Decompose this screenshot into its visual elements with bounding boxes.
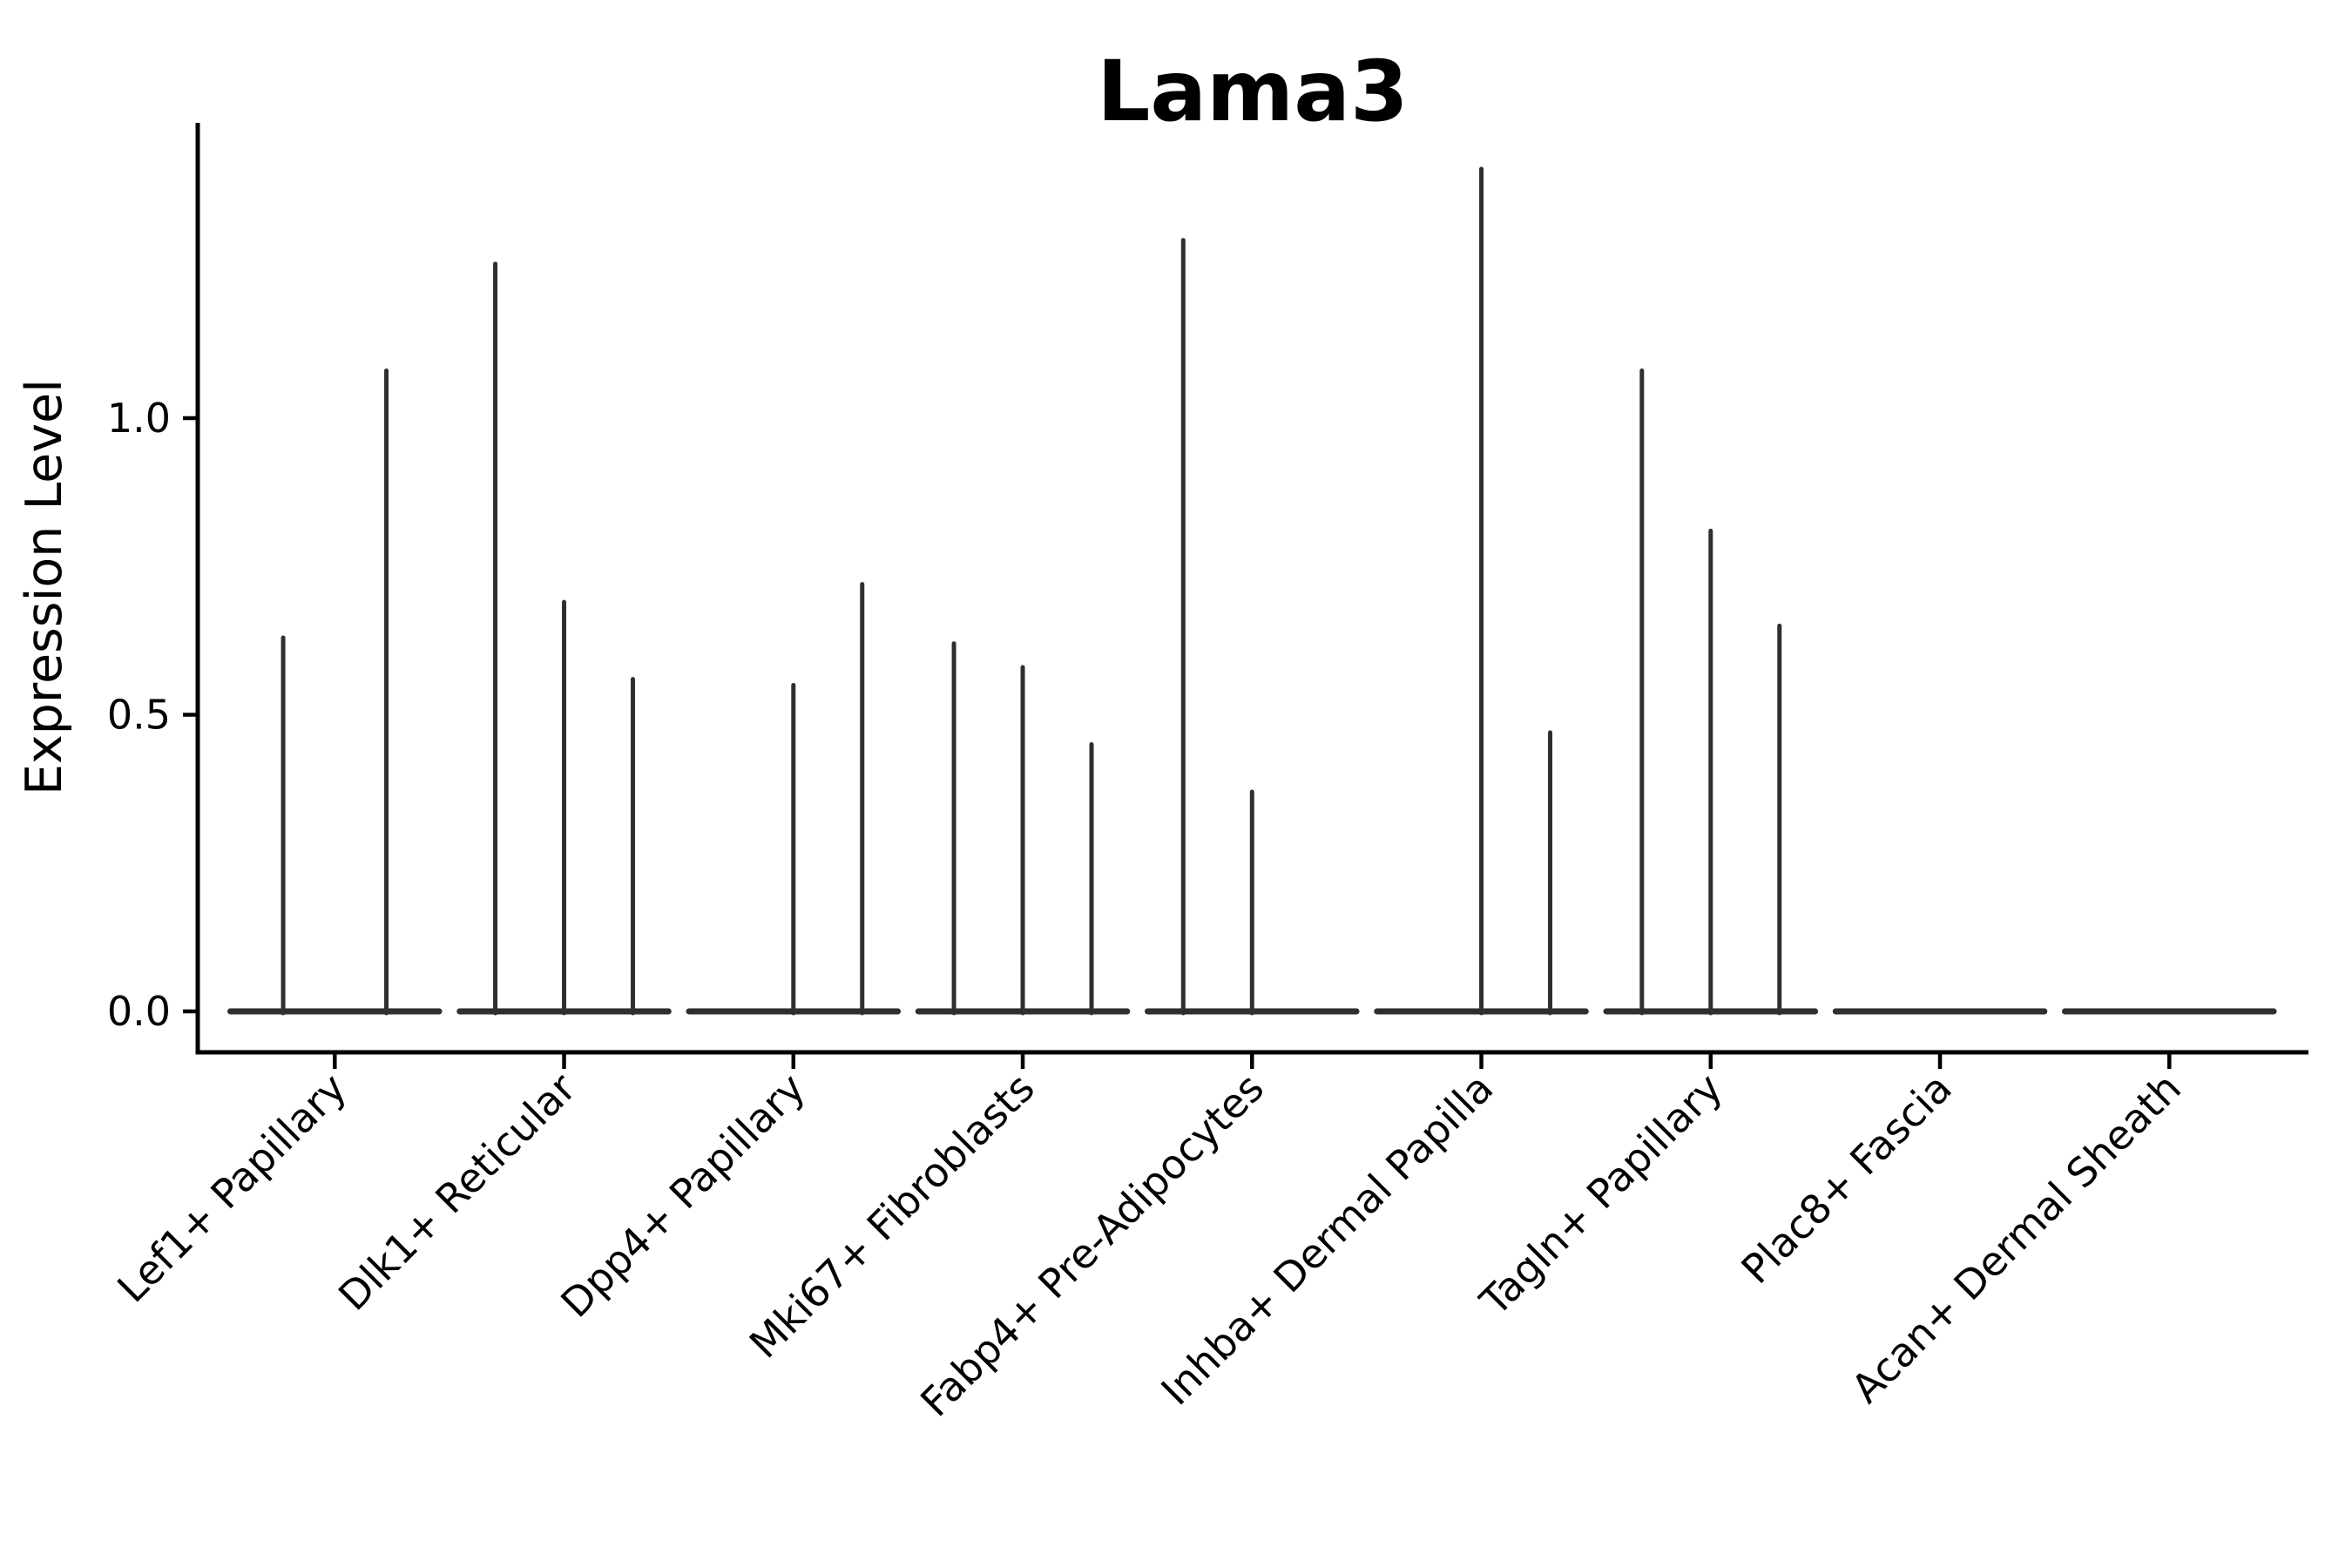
y-tick-label: 1.0	[107, 395, 171, 442]
x-tick-label: Plac8+ Fascia	[1732, 1064, 1960, 1293]
y-axis-ticks: 0.0 0.5 1.0	[107, 395, 198, 1035]
y-axis-label: Expression Level	[16, 379, 73, 795]
y-tick-label: 0.5	[107, 692, 171, 739]
chart-title: Lama3	[1097, 43, 1409, 140]
x-tick-label: Tagln+ Papillary	[1470, 1064, 1732, 1326]
x-tick-label: Lef1+ Papillary	[108, 1064, 355, 1312]
x-tick-label: Dlk1+ Reticular	[329, 1064, 585, 1320]
violins	[227, 166, 2277, 1016]
x-tick-label: Dpp4+ Papillary	[551, 1064, 814, 1327]
y-tick-label: 0.0	[107, 988, 171, 1035]
